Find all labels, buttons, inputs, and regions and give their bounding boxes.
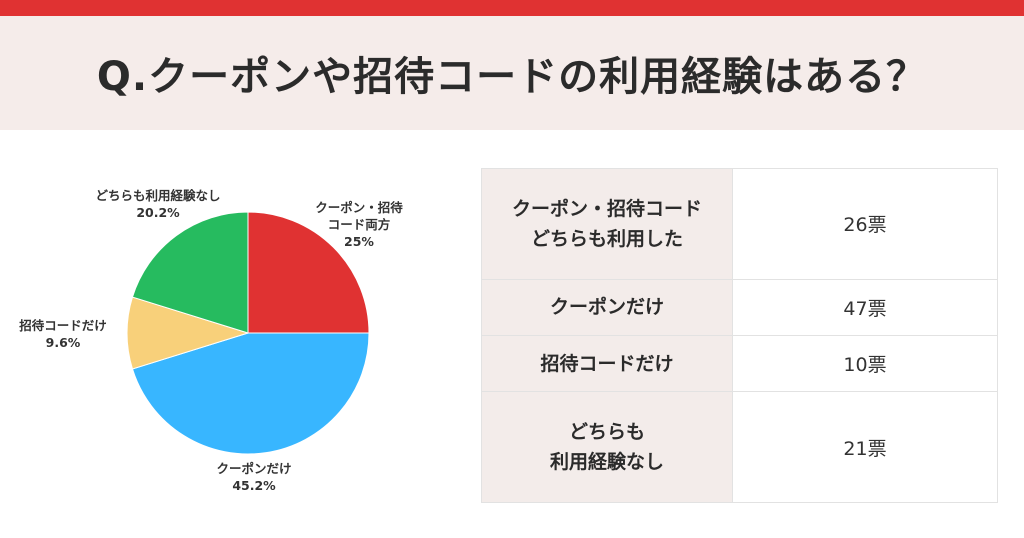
slice-percent-label: 25% [344, 234, 374, 249]
category-line: 招待コードだけ [540, 352, 674, 375]
table-votes-cell: 21票 [732, 391, 998, 503]
slice-percent-label: 20.2% [136, 205, 180, 220]
top-accent-bar [0, 0, 1024, 16]
page-title: Q.クーポンや招待コードの利用経験はある？ [96, 54, 928, 100]
slice-category-label: クーポン・招待 [315, 200, 403, 215]
table-row: どちらも 利用経験なし 21票 [481, 391, 998, 503]
table-category-cell: どちらも 利用経験なし [481, 391, 733, 503]
category-line: クーポンだけ [549, 296, 664, 319]
pie-slice [247, 211, 370, 334]
table-votes-cell: 10票 [732, 334, 998, 393]
title-band: Q.クーポンや招待コードの利用経験はある？ [0, 16, 1024, 130]
pie-slice [131, 332, 370, 455]
table-category-cell: 招待コードだけ [481, 334, 733, 393]
table-votes-cell: 47票 [732, 278, 998, 336]
category-line: どちらも [568, 421, 645, 444]
table-row: クーポン・招待コード どちらも利用した 26票 [481, 168, 998, 280]
table-row: 招待コードだけ 10票 [481, 334, 998, 393]
table-category-cell: クーポンだけ [481, 278, 733, 336]
table-row: クーポンだけ 47票 [481, 278, 998, 336]
category-line: 利用経験なし [549, 451, 664, 474]
slice-percent-label: 9.6% [46, 335, 81, 350]
table-category-cell: クーポン・招待コード どちらも利用した [481, 168, 733, 280]
slice-category-label: クーポンだけ [216, 461, 291, 476]
pie-slice [131, 211, 249, 334]
slice-category-label: 招待コードだけ [19, 318, 107, 333]
slice-category-label: どちらも利用経験なし [95, 188, 220, 203]
category-line: どちらも利用した [530, 227, 683, 250]
slice-category-label: コード両方 [328, 217, 391, 232]
vote-table: クーポン・招待コード どちらも利用した 26票 クーポンだけ 47票 招待コード… [481, 168, 998, 503]
category-line: クーポン・招待コード [511, 197, 702, 220]
table-votes-cell: 26票 [732, 168, 998, 280]
slice-percent-label: 45.2% [232, 478, 276, 493]
